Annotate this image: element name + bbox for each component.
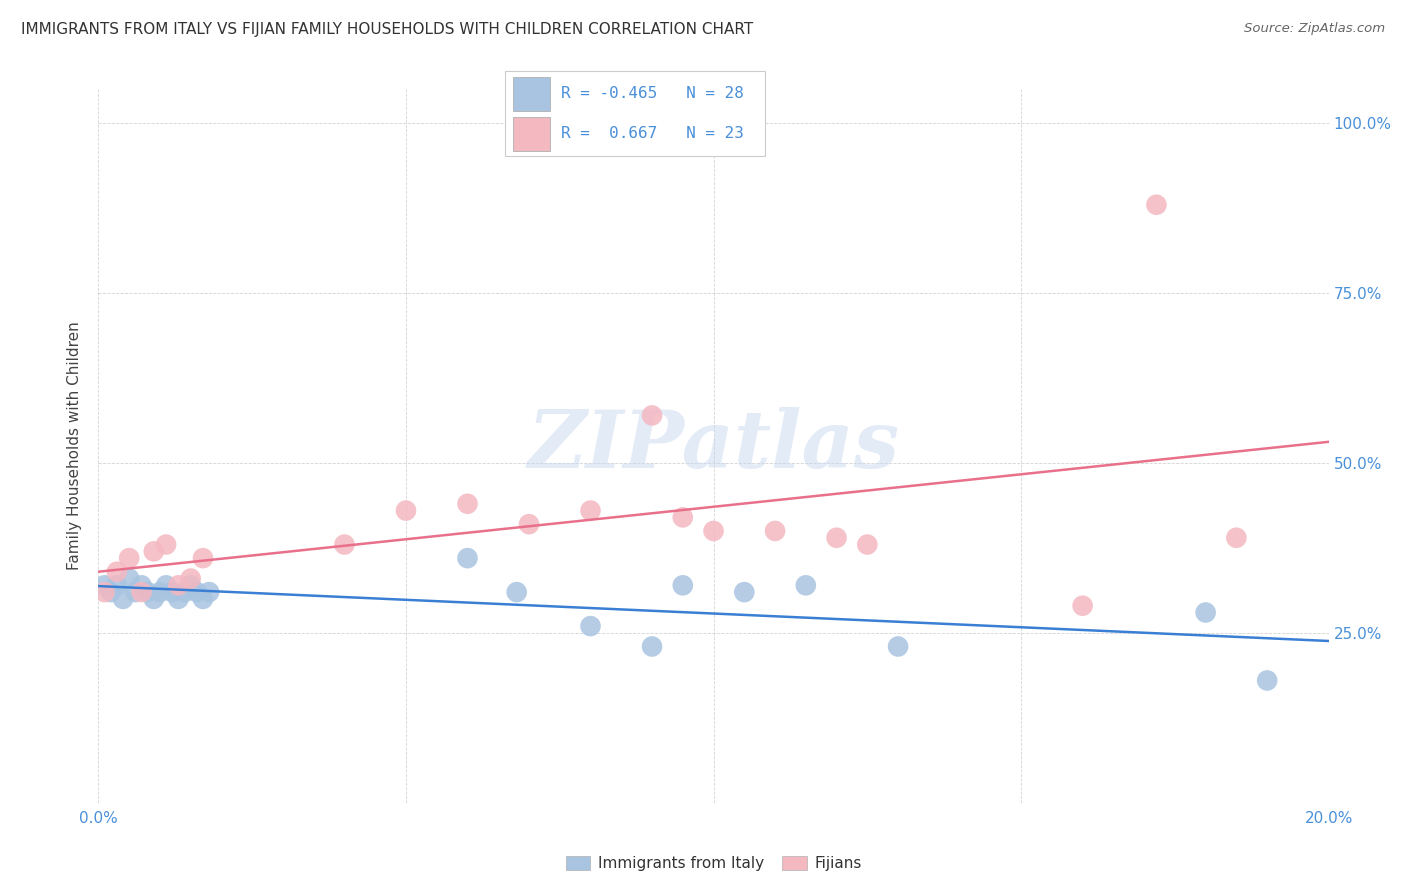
Point	[191, 591, 214, 606]
Point	[703, 524, 725, 538]
Text: IMMIGRANTS FROM ITALY VS FIJIAN FAMILY HOUSEHOLDS WITH CHILDREN CORRELATION CHAR: IMMIGRANTS FROM ITALY VS FIJIAN FAMILY H…	[21, 22, 754, 37]
Point	[579, 619, 602, 633]
Point	[124, 585, 146, 599]
Point	[93, 585, 115, 599]
Point	[1071, 599, 1094, 613]
Point	[142, 591, 165, 606]
Point	[100, 585, 122, 599]
Point	[395, 503, 418, 517]
Point	[198, 585, 221, 599]
Point	[641, 640, 664, 654]
Point	[825, 531, 848, 545]
Point	[517, 517, 540, 532]
Point	[167, 591, 190, 606]
Point	[672, 578, 695, 592]
Bar	[513, 77, 550, 111]
Text: R =  0.667   N = 23: R = 0.667 N = 23	[561, 127, 744, 141]
Point	[456, 497, 478, 511]
Point	[149, 585, 172, 599]
Point	[155, 578, 177, 592]
Point	[456, 551, 478, 566]
Point	[672, 510, 695, 524]
Point	[180, 578, 202, 592]
Point	[333, 537, 356, 551]
Point	[186, 585, 208, 599]
Point	[1195, 606, 1218, 620]
Point	[142, 544, 165, 558]
Point	[191, 551, 214, 566]
Point	[1256, 673, 1278, 688]
Text: Source: ZipAtlas.com: Source: ZipAtlas.com	[1244, 22, 1385, 36]
Point	[641, 409, 664, 423]
Point	[180, 572, 202, 586]
Bar	[513, 117, 550, 151]
Text: ZIPatlas: ZIPatlas	[527, 408, 900, 484]
Point	[155, 537, 177, 551]
Legend: Immigrants from Italy, Fijians: Immigrants from Italy, Fijians	[560, 849, 868, 877]
Point	[118, 572, 141, 586]
Point	[131, 585, 153, 599]
Point	[105, 578, 128, 592]
Point	[506, 585, 529, 599]
Text: R = -0.465   N = 28: R = -0.465 N = 28	[561, 87, 744, 101]
Y-axis label: Family Households with Children: Family Households with Children	[67, 322, 83, 570]
Point	[763, 524, 786, 538]
Point	[167, 578, 190, 592]
FancyBboxPatch shape	[505, 71, 765, 156]
Point	[1144, 198, 1167, 212]
Point	[733, 585, 755, 599]
Point	[173, 585, 195, 599]
Point	[162, 585, 183, 599]
Point	[794, 578, 817, 592]
Point	[105, 565, 128, 579]
Point	[887, 640, 910, 654]
Point	[93, 578, 115, 592]
Point	[1225, 531, 1247, 545]
Point	[579, 503, 602, 517]
Point	[118, 551, 141, 566]
Point	[136, 585, 159, 599]
Point	[112, 591, 135, 606]
Point	[856, 537, 879, 551]
Point	[131, 578, 153, 592]
